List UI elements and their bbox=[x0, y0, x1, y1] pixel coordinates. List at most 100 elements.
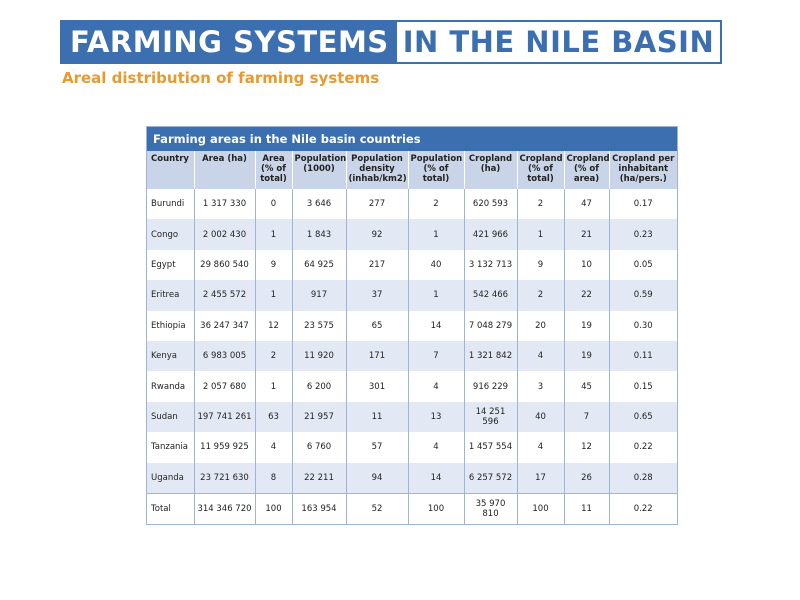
table-cell: 1 457 554 bbox=[463, 432, 517, 463]
table-caption: Farming areas in the Nile basin countrie… bbox=[147, 127, 677, 151]
table-cell: 1 bbox=[254, 219, 292, 250]
col-header: Cropland (ha) bbox=[463, 151, 517, 189]
title-part2: IN THE NILE BASIN bbox=[396, 22, 721, 62]
table-cell: 171 bbox=[345, 340, 408, 372]
table-cell: 12 bbox=[563, 432, 609, 463]
table-row: Egypt 29 860 540 9 64 925 217 40 3 132 713 9 10 0… bbox=[147, 249, 677, 281]
table-cell: 92 bbox=[345, 219, 408, 250]
table-cell: 1 bbox=[254, 280, 292, 311]
country-cell: Uganda bbox=[147, 462, 194, 494]
table-cell: 163 954 bbox=[291, 492, 346, 525]
table-cell: 6 257 572 bbox=[463, 462, 517, 494]
table-cell: 37 bbox=[345, 280, 408, 311]
table-cell: 0.22 bbox=[608, 492, 677, 525]
table-cell: 11 920 bbox=[291, 340, 346, 372]
table-cell: 11 bbox=[563, 492, 609, 525]
table-cell: 19 bbox=[563, 310, 609, 341]
table-cell: 4 bbox=[407, 371, 464, 402]
table-cell: 57 bbox=[345, 432, 408, 463]
table-cell: 40 bbox=[516, 401, 564, 433]
table-cell: 29 860 540 bbox=[193, 249, 255, 281]
table-cell: 197 741 261 bbox=[193, 401, 255, 433]
title-part1: FARMING SYSTEMS bbox=[62, 22, 397, 62]
table-cell: 9 bbox=[516, 249, 564, 281]
table-cell: 14 251 596 bbox=[463, 401, 517, 433]
table-cell: 1 bbox=[254, 371, 292, 402]
country-cell: Kenya bbox=[147, 340, 194, 372]
country-cell: Egypt bbox=[147, 249, 194, 281]
table-row: Eritrea 2 455 572 1 917 37 1 542 466 2 22 0.59 bbox=[147, 280, 677, 311]
table-cell: 100 bbox=[254, 492, 292, 525]
table-cell: 2 455 572 bbox=[193, 280, 255, 311]
table-cell: 21 957 bbox=[291, 401, 346, 433]
table-cell: 65 bbox=[345, 310, 408, 341]
table-row: Uganda 23 721 630 8 22 211 94 14 6 257 572 17 26… bbox=[147, 462, 677, 494]
table-cell: 2 bbox=[516, 280, 564, 311]
table-cell: 22 211 bbox=[291, 462, 346, 494]
table-cell: 6 983 005 bbox=[193, 340, 255, 372]
table-cell: 0.05 bbox=[608, 249, 677, 281]
table-cell: 1 bbox=[516, 219, 564, 250]
page-title: FARMING SYSTEMS IN THE NILE BASIN bbox=[60, 20, 723, 64]
col-header: Area (ha) bbox=[193, 151, 255, 189]
table-cell: 2 002 430 bbox=[193, 219, 255, 250]
table-cell: 7 048 279 bbox=[463, 310, 517, 341]
table-cell: 63 bbox=[254, 401, 292, 433]
table-cell: 0.59 bbox=[608, 280, 677, 311]
table-row: Burundi 1 317 330 0 3 646 277 2 620 593 2 47 0.17 bbox=[147, 189, 677, 220]
table-cell: 0.22 bbox=[608, 432, 677, 463]
country-cell: Burundi bbox=[147, 189, 194, 220]
table-cell: 0.11 bbox=[608, 340, 677, 372]
table-cell: 1 317 330 bbox=[193, 189, 255, 220]
table-body: Burundi 1 317 330 0 3 646 277 2 620 593 2 47 0.17… bbox=[147, 189, 677, 525]
table-cell: 2 bbox=[407, 189, 464, 220]
table-cell: 0.23 bbox=[608, 219, 677, 250]
table-cell: 1 843 bbox=[291, 219, 346, 250]
table-row: Ethiopia 36 247 347 12 23 575 65 14 7 048 279 2… bbox=[147, 310, 677, 341]
total-row: Total 314 346 720 100 163 954 52 100 35 970 81… bbox=[147, 492, 677, 525]
table-cell: 8 bbox=[254, 462, 292, 494]
data-table: Country Area (ha) Area (% of total) Popu… bbox=[147, 151, 677, 525]
table-cell: 0 bbox=[254, 189, 292, 220]
table-cell: 14 bbox=[407, 310, 464, 341]
table-cell: 917 bbox=[291, 280, 346, 311]
table-cell: 17 bbox=[516, 462, 564, 494]
table-cell: 1 bbox=[407, 219, 464, 250]
table-cell: 21 bbox=[563, 219, 609, 250]
table-row: Kenya 6 983 005 2 11 920 171 7 1 321 842 4 19 0.1… bbox=[147, 340, 677, 372]
table-cell: 52 bbox=[345, 492, 408, 525]
country-cell: Rwanda bbox=[147, 371, 194, 402]
table-cell: 277 bbox=[345, 189, 408, 220]
table-cell: 421 966 bbox=[463, 219, 517, 250]
table-cell: 100 bbox=[407, 492, 464, 525]
table-cell: 6 760 bbox=[291, 432, 346, 463]
table-cell: 19 bbox=[563, 340, 609, 372]
table-cell: 12 bbox=[254, 310, 292, 341]
table-cell: 4 bbox=[407, 432, 464, 463]
farming-table: Farming areas in the Nile basin countrie… bbox=[146, 126, 678, 526]
table-cell: 47 bbox=[563, 189, 609, 220]
table-cell: 3 bbox=[516, 371, 564, 402]
table-cell: 45 bbox=[563, 371, 609, 402]
country-cell: Total bbox=[147, 492, 194, 525]
table-cell: 20 bbox=[516, 310, 564, 341]
table-cell: 4 bbox=[254, 432, 292, 463]
table-cell: 0.65 bbox=[608, 401, 677, 433]
table-row: Sudan 197 741 261 63 21 957 11 13 14 251 596 40… bbox=[147, 401, 677, 433]
table-cell: 6 200 bbox=[291, 371, 346, 402]
table-cell: 13 bbox=[407, 401, 464, 433]
table-cell: 217 bbox=[345, 249, 408, 281]
table-cell: 11 959 925 bbox=[193, 432, 255, 463]
country-cell: Sudan bbox=[147, 401, 194, 433]
header-row: Country Area (ha) Area (% of total) Popu… bbox=[147, 151, 677, 189]
col-header: Cropland (% of total) bbox=[516, 151, 564, 189]
table-cell: 7 bbox=[563, 401, 609, 433]
table-cell: 0.17 bbox=[608, 189, 677, 220]
col-header: Population density (inhab/km2) bbox=[345, 151, 408, 189]
table-cell: 1 bbox=[407, 280, 464, 311]
table-cell: 620 593 bbox=[463, 189, 517, 220]
table-cell: 9 bbox=[254, 249, 292, 281]
table-cell: 0.28 bbox=[608, 462, 677, 494]
table-cell: 40 bbox=[407, 249, 464, 281]
table-cell: 3 646 bbox=[291, 189, 346, 220]
